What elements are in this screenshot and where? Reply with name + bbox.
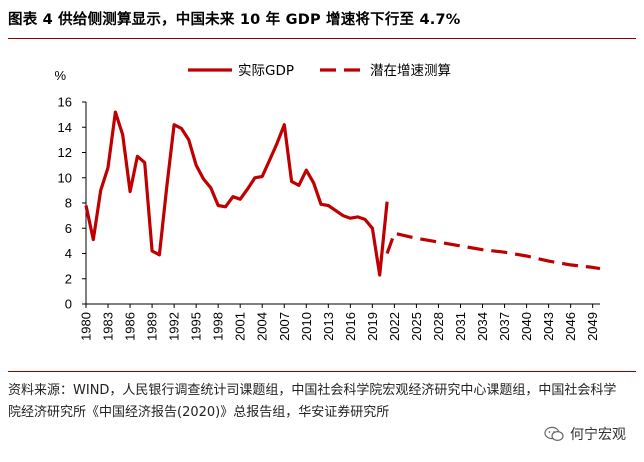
x-tick-label: 2025 [409, 312, 424, 341]
watermark-text: 何宁宏观 [570, 427, 626, 443]
x-tick-label: 2007 [277, 312, 292, 341]
x-tick-label: 1992 [167, 312, 182, 341]
y-tick-label: 4 [65, 246, 72, 261]
chart-ticks: % 0 2 4 6 8 10 12 14 16 1980 1983 1986 1989 1992 1995 19… [54, 68, 600, 341]
x-tick-label: 2022 [387, 312, 402, 341]
x-tick-label: 2043 [541, 312, 556, 341]
x-tick-label: 1989 [145, 312, 160, 341]
y-axis-unit: % [54, 68, 66, 83]
x-tick-label: 1986 [123, 312, 138, 341]
chart-axes [85, 102, 600, 305]
series-line-actual-gdp [84, 110, 389, 277]
x-tick-label: 2016 [343, 312, 358, 341]
x-tick-label: 1995 [189, 312, 204, 341]
chart-title: 图表 4 供给侧测算显示，中国未来 10 年 GDP 增速将下行至 4.7% [8, 12, 461, 28]
x-tick-label: 2037 [497, 312, 512, 341]
y-tick-label: 0 [65, 297, 72, 312]
x-tick-label: 1983 [101, 312, 116, 341]
x-tick-label: 2034 [475, 312, 490, 341]
x-tick-label: 2031 [453, 312, 468, 341]
x-tick-label: 1998 [211, 312, 226, 341]
y-tick-label: 12 [58, 145, 72, 160]
y-tick-label: 6 [65, 221, 72, 236]
source-note: 资料来源：WIND，人民银行调查统计司课题组，中国社会科学院宏观经济研究中心课题… [8, 383, 617, 420]
legend-item-potential-growth-label: 潜在增速测算 [370, 63, 451, 79]
chart-series [84, 110, 601, 277]
x-tick-label: 2049 [585, 312, 600, 341]
x-tick-label: 2028 [431, 312, 446, 341]
x-tick-label: 2004 [255, 312, 270, 341]
x-tick-label: 2010 [299, 312, 314, 341]
chart-legend: 实际GDP 潜在增速测算 [188, 63, 451, 79]
legend-item-actual-gdp-label: 实际GDP [238, 63, 294, 79]
x-tick-label: 1980 [79, 312, 94, 341]
x-tick-label: 2013 [321, 312, 336, 341]
series-line-potential-growth [385, 231, 601, 271]
x-tick-label: 2040 [519, 312, 534, 341]
y-tick-label: 14 [58, 120, 72, 135]
x-tick-label: 2046 [563, 312, 578, 341]
x-tick-label: 2001 [233, 312, 248, 341]
wechat-icon [544, 426, 564, 442]
title-rule [8, 38, 636, 39]
y-tick-label: 10 [58, 170, 72, 185]
x-tick-label: 2019 [365, 312, 380, 341]
line-chart: % 0 2 4 6 8 10 12 14 16 1980 1983 1986 1989 1992 1995 19… [54, 63, 601, 341]
y-tick-label: 16 [58, 95, 72, 110]
y-tick-label: 8 [65, 196, 72, 211]
source-rule [8, 371, 636, 372]
watermark: 何宁宏观 [544, 424, 626, 444]
y-tick-label: 2 [65, 271, 72, 286]
